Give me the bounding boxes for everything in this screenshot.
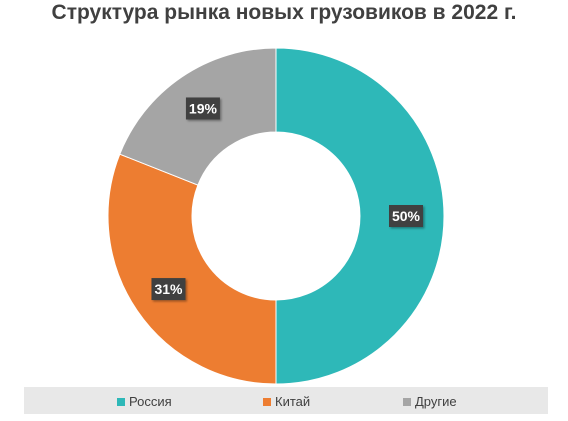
legend-label-russia: Россия [129, 394, 172, 409]
data-label-text-other: 19% [189, 100, 218, 116]
legend-swatch-other [403, 397, 411, 406]
legend-item-russia: Россия [117, 394, 172, 409]
slice-russia [275, 47, 445, 385]
legend-item-china: Китай [263, 394, 310, 409]
data-label-china: 31% [151, 278, 186, 301]
chart-title: Структура рынка новых грузовиков в 2022 … [51, 1, 517, 24]
legend-label-other: Другие [415, 394, 457, 409]
legend-swatch-china [263, 397, 271, 406]
legend: Россия Китай Другие [24, 387, 548, 414]
legend-swatch-russia [117, 397, 125, 406]
data-label-box-russia [389, 205, 423, 227]
data-label-text-china: 31% [154, 281, 183, 297]
data-label-box-china [151, 278, 186, 301]
legend-label-china: Китай [275, 394, 311, 409]
data-label-russia: 50% [389, 205, 423, 227]
slice-china [107, 153, 277, 385]
data-label-box-other [185, 97, 220, 120]
data-label-text-russia: 50% [392, 208, 421, 224]
data-label-other: 19% [185, 97, 220, 120]
legend-item-other: Другие [403, 394, 457, 409]
